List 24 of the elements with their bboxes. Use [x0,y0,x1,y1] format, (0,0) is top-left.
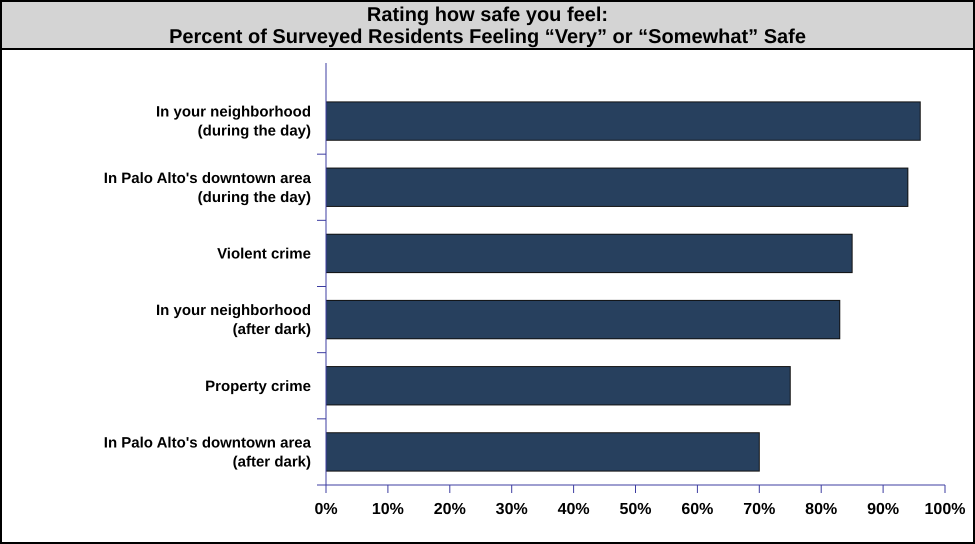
x-tick-label: 100% [924,501,966,518]
x-tick-label: 20% [434,501,466,518]
bar [326,366,791,406]
x-tick-label: 70% [743,501,776,518]
x-tick-label: 10% [372,501,404,518]
x-tick-label: 90% [867,501,900,518]
bar [326,234,853,274]
y-tick-label: Property crime [205,378,311,395]
y-tick-label: In Palo Alto's downtown area (after dark) [104,434,312,470]
x-tick-label: 80% [805,501,838,518]
y-tick-label: In Palo Alto's downtown area (during the day) [104,170,312,206]
y-tick-label: In your neighborhood (after dark) [156,302,311,338]
bar [326,300,840,340]
x-tick-label: 50% [619,501,652,518]
bar [326,101,921,141]
y-tick-label: In your neighborhood (during the day) [156,104,312,140]
bar [326,432,760,472]
bar [326,168,908,207]
x-tick-label: 30% [496,501,528,518]
x-tick-label: 60% [681,501,714,518]
y-tick-label: Violent crime [217,245,311,262]
x-tick-label: 40% [558,501,590,518]
chart-title: Rating how safe you feel: Percent of Surveyed Residents Feeling “Very” or “Somewhat” Safe [169,4,806,48]
x-tick-label: 0% [314,501,338,518]
